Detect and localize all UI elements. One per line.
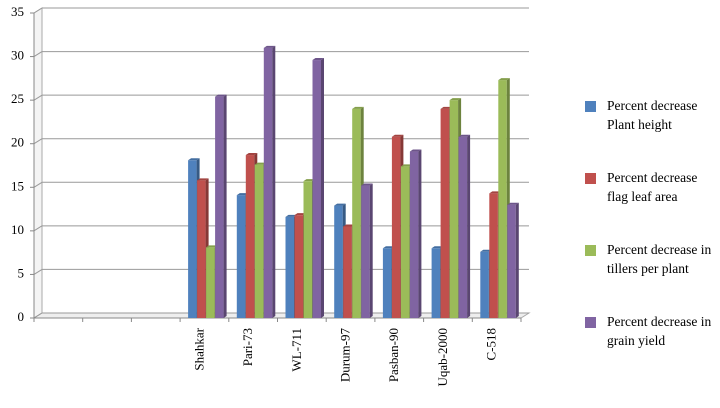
bar-top xyxy=(263,45,276,48)
grid-line xyxy=(33,312,43,319)
bar-side xyxy=(467,134,471,318)
legend-label: Percent decrease Plant height xyxy=(607,98,698,132)
bar xyxy=(382,248,392,318)
bar-top xyxy=(480,249,492,252)
bar xyxy=(343,226,352,318)
bar xyxy=(489,193,498,318)
bar-top xyxy=(409,149,422,152)
plot-area: 0 5 10 15 20 25 30 35 Shahkar Pari-73 WL-711 Durum-… xyxy=(11,4,531,387)
bar-top xyxy=(245,153,258,156)
bar-top xyxy=(458,134,471,137)
bar-top xyxy=(215,94,227,97)
bar-top xyxy=(188,158,200,161)
bar-top xyxy=(343,224,355,227)
bar-top xyxy=(312,58,324,61)
x-tick-label: Uqab-2000 xyxy=(435,328,450,387)
bar-top xyxy=(294,213,306,216)
bar-top xyxy=(303,179,315,182)
legend-label: Percent decrease in grain yield xyxy=(607,314,712,348)
bar-top xyxy=(254,162,267,165)
grid-line xyxy=(33,269,43,275)
bar-top xyxy=(449,98,462,101)
bar xyxy=(400,166,410,318)
bar xyxy=(449,100,459,319)
grid-line xyxy=(33,181,43,188)
y-tick-label: 35 xyxy=(11,4,24,19)
bar xyxy=(312,60,321,319)
bar-side xyxy=(418,149,422,318)
bar xyxy=(294,215,303,318)
legend-swatch xyxy=(585,173,596,184)
bar-top xyxy=(334,203,346,206)
x-tick-label: Pari-73 xyxy=(240,328,255,366)
grid-line xyxy=(33,94,43,101)
bar-top xyxy=(440,106,453,109)
bar xyxy=(361,185,370,318)
bar-top xyxy=(431,246,444,249)
bar-top xyxy=(489,191,501,194)
x-tick-label: C-518 xyxy=(484,328,499,361)
grid-line xyxy=(33,138,43,145)
y-tick-label: 20 xyxy=(11,135,24,150)
bar-side xyxy=(515,202,519,318)
bar-top xyxy=(507,202,519,205)
bar xyxy=(409,151,419,318)
bar xyxy=(215,96,224,319)
y-tick-label: 5 xyxy=(18,265,25,280)
bar xyxy=(263,47,273,318)
bar xyxy=(254,164,264,318)
bar-side xyxy=(272,45,276,318)
bar xyxy=(458,136,468,318)
bar-top xyxy=(197,178,209,181)
bar-top xyxy=(361,183,373,186)
bar-side xyxy=(223,94,227,319)
bar xyxy=(498,80,507,318)
bar xyxy=(480,251,489,318)
legend-swatch xyxy=(585,317,596,328)
grid-line xyxy=(33,51,43,57)
bar-top xyxy=(498,78,510,81)
y-tick-label: 10 xyxy=(11,222,24,237)
bar xyxy=(431,248,441,318)
bar xyxy=(352,108,361,318)
grid-line xyxy=(33,225,43,232)
bar-top xyxy=(352,106,364,109)
bar-top xyxy=(285,214,297,217)
bar xyxy=(285,216,294,318)
bar xyxy=(188,160,197,318)
bar-side xyxy=(369,183,373,318)
y-tick-label: 25 xyxy=(11,91,24,106)
bar xyxy=(303,181,312,318)
x-tick-label: Shahkar xyxy=(191,327,206,370)
bar-top xyxy=(206,245,218,248)
legend-label: Percent decrease flag leaf area xyxy=(607,170,698,204)
legend-swatch xyxy=(585,245,596,256)
bar xyxy=(391,136,401,318)
bar-top xyxy=(236,193,249,196)
legend-label: Percent decrease in tillers per plant xyxy=(607,242,712,276)
bar-side xyxy=(321,58,324,319)
y-tick-label: 30 xyxy=(11,48,24,63)
y-tick-label: 15 xyxy=(11,178,24,193)
bar xyxy=(197,180,206,318)
bar xyxy=(245,155,255,318)
bar-top xyxy=(382,246,395,249)
bar xyxy=(440,108,450,318)
x-tick-label: WL-711 xyxy=(289,328,304,372)
bar xyxy=(507,204,516,318)
x-tick-label: Pasban-90 xyxy=(386,328,401,382)
x-tick-label: Durum-97 xyxy=(338,328,353,383)
bar-top xyxy=(400,164,413,167)
bar xyxy=(206,247,215,318)
legend-swatch xyxy=(585,101,596,112)
bar xyxy=(334,205,343,318)
grid-line xyxy=(33,7,43,14)
bar-top xyxy=(391,134,404,137)
bar xyxy=(236,195,246,318)
y-tick-label: 0 xyxy=(18,309,25,324)
